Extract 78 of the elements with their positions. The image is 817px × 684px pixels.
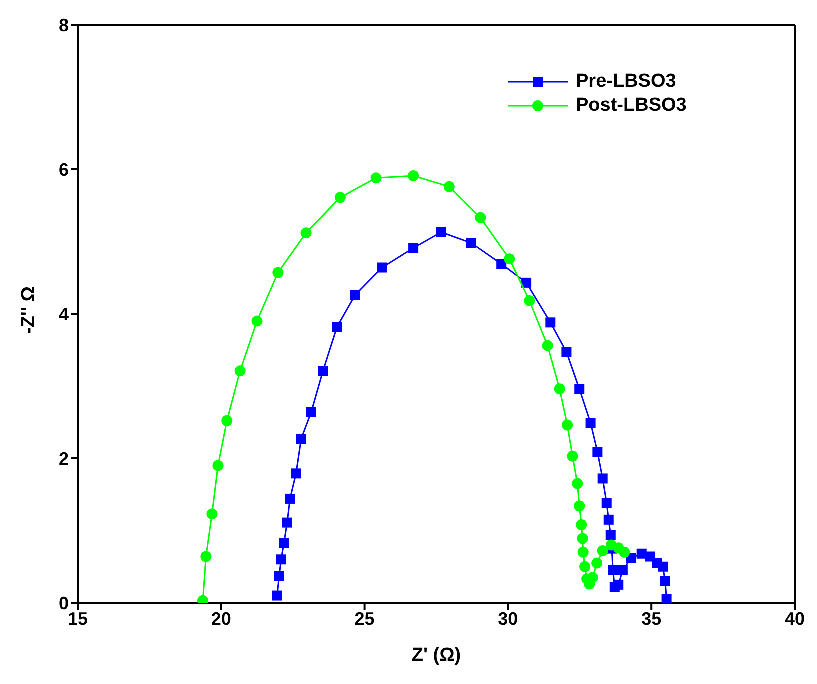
point [592,446,603,457]
point [660,576,670,586]
point [475,212,486,224]
point [436,227,446,238]
point [577,533,588,544]
point [614,580,624,590]
point [587,572,598,584]
point [542,340,554,352]
y-axis-title: -Z'' Ω [18,286,40,334]
point [576,519,588,530]
point [562,347,572,358]
point [608,565,618,576]
point [212,460,224,472]
point [318,366,328,376]
point [645,552,656,562]
point [334,192,346,204]
point [234,366,246,377]
point [222,415,233,426]
point [604,514,614,525]
point [206,508,218,520]
point [586,418,596,428]
point [296,434,306,444]
point [662,594,672,603]
point [377,262,388,273]
point [408,170,420,182]
point [562,420,574,431]
point [285,494,296,504]
point [282,518,292,528]
y-tick-label: 4 [58,304,69,324]
point [597,545,608,556]
x-tick-label: 40 [784,608,806,629]
y-tick-label: 8 [58,15,69,36]
point [274,571,284,582]
x-tick-label: 25 [354,608,375,629]
point [332,322,342,332]
point [276,554,286,565]
point [370,172,382,184]
point [504,254,516,265]
point [522,278,532,288]
point [408,243,419,254]
point [574,500,586,512]
y-tick-label: 6 [58,160,69,180]
x-axis-title: Z' (Ω) [412,645,462,666]
point [546,318,556,328]
point [524,295,536,306]
point [279,538,290,548]
point [598,474,608,484]
point [580,561,591,572]
legend-label: Post-LBSO3 [576,95,687,117]
point [272,267,284,278]
point [618,565,628,576]
y-tick-label: 2 [58,448,69,469]
point [574,384,585,394]
point [606,530,616,540]
point [252,316,263,327]
point [602,498,612,508]
point [572,478,584,490]
point [272,590,282,601]
point [567,450,578,462]
legend-label: Pre-LBSO3 [576,71,676,93]
point [658,562,668,572]
y-tick-label: 0 [58,593,69,614]
x-tick-label: 15 [68,608,88,629]
point [350,290,360,300]
x-tick-label: 20 [211,608,232,629]
point [466,238,476,248]
point [554,384,566,395]
x-tick-label: 35 [642,608,662,629]
point [300,228,312,239]
point [578,546,589,558]
point [200,551,212,562]
point [619,546,630,558]
point [496,259,507,270]
x-tick-label: 30 [498,608,518,629]
point [592,558,603,569]
point [291,468,302,479]
point [444,181,455,192]
point [306,407,316,418]
